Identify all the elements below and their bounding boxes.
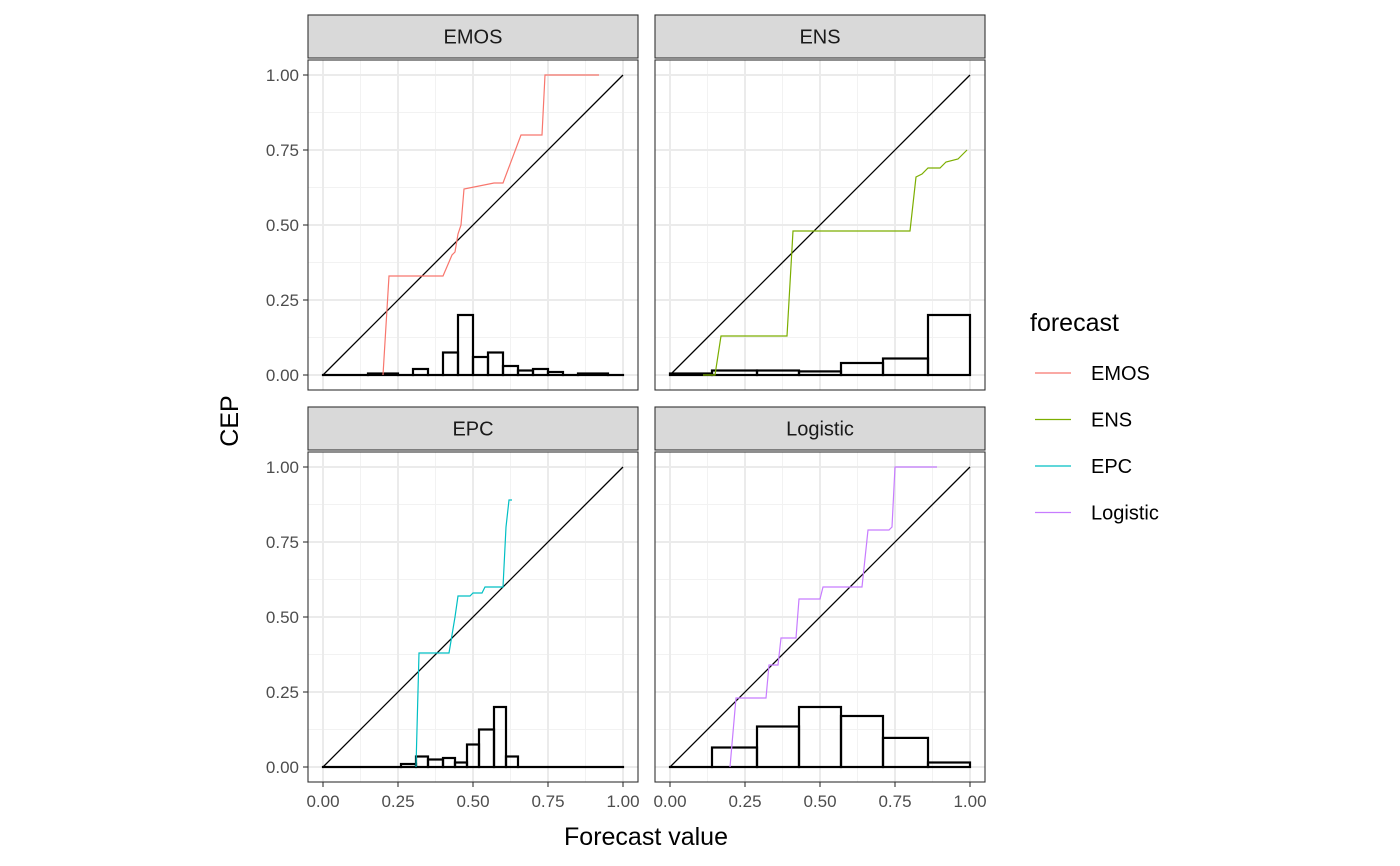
histogram-bar bbox=[492, 705, 508, 769]
x-tick-label: 0.50 bbox=[803, 792, 836, 811]
x-tick-label: 1.00 bbox=[606, 792, 639, 811]
strip-label-logistic: Logistic bbox=[786, 419, 854, 441]
legend-label-logistic: Logistic bbox=[1091, 503, 1159, 525]
histogram-bar bbox=[486, 351, 505, 377]
axes: Forecast value CEP bbox=[216, 395, 728, 851]
diagonal-reference-line bbox=[322, 74, 624, 376]
y-tick-label: 0.75 bbox=[266, 533, 299, 552]
x-tick-label: 0.25 bbox=[728, 792, 761, 811]
y-tick-label: 0.50 bbox=[266, 608, 299, 627]
legend-label-ens: ENS bbox=[1091, 410, 1132, 432]
legend-title: forecast bbox=[1030, 309, 1119, 337]
x-tick-label: 0.75 bbox=[531, 792, 564, 811]
histogram-bar bbox=[576, 372, 610, 377]
y-tick-label: 0.00 bbox=[266, 366, 299, 385]
y-axis-title: CEP bbox=[216, 395, 244, 446]
strip-emos bbox=[307, 14, 639, 59]
histogram-bar bbox=[881, 736, 930, 769]
histogram-bar bbox=[926, 313, 972, 377]
histogram-bar bbox=[504, 755, 520, 769]
legend: forecast EMOS ENS EPC Logistic bbox=[1030, 309, 1159, 525]
strip-epc bbox=[307, 406, 639, 451]
x-tick-label: 0.00 bbox=[306, 792, 339, 811]
facet-panels: EMOS 0.00 0.25 0.50 0.75 1.00 ENS EPC 0.00 0.25 0.… bbox=[266, 14, 987, 811]
legend-entry-logistic: Logistic bbox=[1035, 503, 1159, 525]
cep-curve-epc bbox=[415, 499, 512, 768]
y-tick-label: 1.00 bbox=[266, 66, 299, 85]
x-tick-label: 0.00 bbox=[653, 792, 686, 811]
panel-emos: EMOS 0.00 0.25 0.50 0.75 1.00 bbox=[266, 14, 639, 391]
strip-logistic bbox=[654, 406, 986, 451]
panel-border bbox=[654, 59, 986, 391]
histogram-bar bbox=[926, 761, 972, 769]
panel-ens: ENS bbox=[654, 14, 986, 391]
y-tick-label: 0.00 bbox=[266, 758, 299, 777]
y-tick-label: 0.25 bbox=[266, 683, 299, 702]
diagonal-reference-line bbox=[322, 466, 624, 768]
y-tick-label: 1.00 bbox=[266, 458, 299, 477]
x-tick-label: 0.25 bbox=[381, 792, 414, 811]
x-tick-label: 0.75 bbox=[878, 792, 911, 811]
histogram-bar bbox=[546, 370, 565, 377]
legend-label-emos: EMOS bbox=[1091, 363, 1150, 385]
legend-entry-emos: EMOS bbox=[1035, 363, 1150, 385]
cep-curve-ens bbox=[703, 149, 968, 376]
histogram-bar bbox=[411, 367, 430, 377]
histogram-bar bbox=[456, 313, 475, 377]
diagonal-reference-line bbox=[669, 466, 971, 768]
cep-curve-logistic bbox=[729, 466, 937, 768]
legend-entry-epc: EPC bbox=[1035, 456, 1132, 478]
y-tick-label: 0.75 bbox=[266, 141, 299, 160]
cep-curve-emos bbox=[382, 74, 599, 376]
y-tick-label: 0.25 bbox=[266, 291, 299, 310]
strip-label-ens: ENS bbox=[799, 27, 840, 49]
strip-label-epc: EPC bbox=[452, 419, 493, 441]
x-tick-label: 1.00 bbox=[953, 792, 986, 811]
diagonal-reference-line bbox=[669, 74, 971, 376]
legend-label-epc: EPC bbox=[1091, 456, 1132, 478]
x-axis-title: Forecast value bbox=[564, 823, 728, 851]
legend-entry-ens: ENS bbox=[1035, 410, 1132, 432]
y-tick-label: 0.50 bbox=[266, 216, 299, 235]
panel-logistic: Logistic 0.00 0.25 0.50 0.75 1.00 bbox=[653, 406, 987, 811]
strip-label-emos: EMOS bbox=[444, 27, 503, 49]
panel-epc: EPC 0.00 0.25 0.50 0.75 1.00 0.00 0.25 0.50 0.75 1… bbox=[266, 406, 640, 811]
strip-ens bbox=[654, 14, 986, 59]
x-tick-label: 0.50 bbox=[456, 792, 489, 811]
